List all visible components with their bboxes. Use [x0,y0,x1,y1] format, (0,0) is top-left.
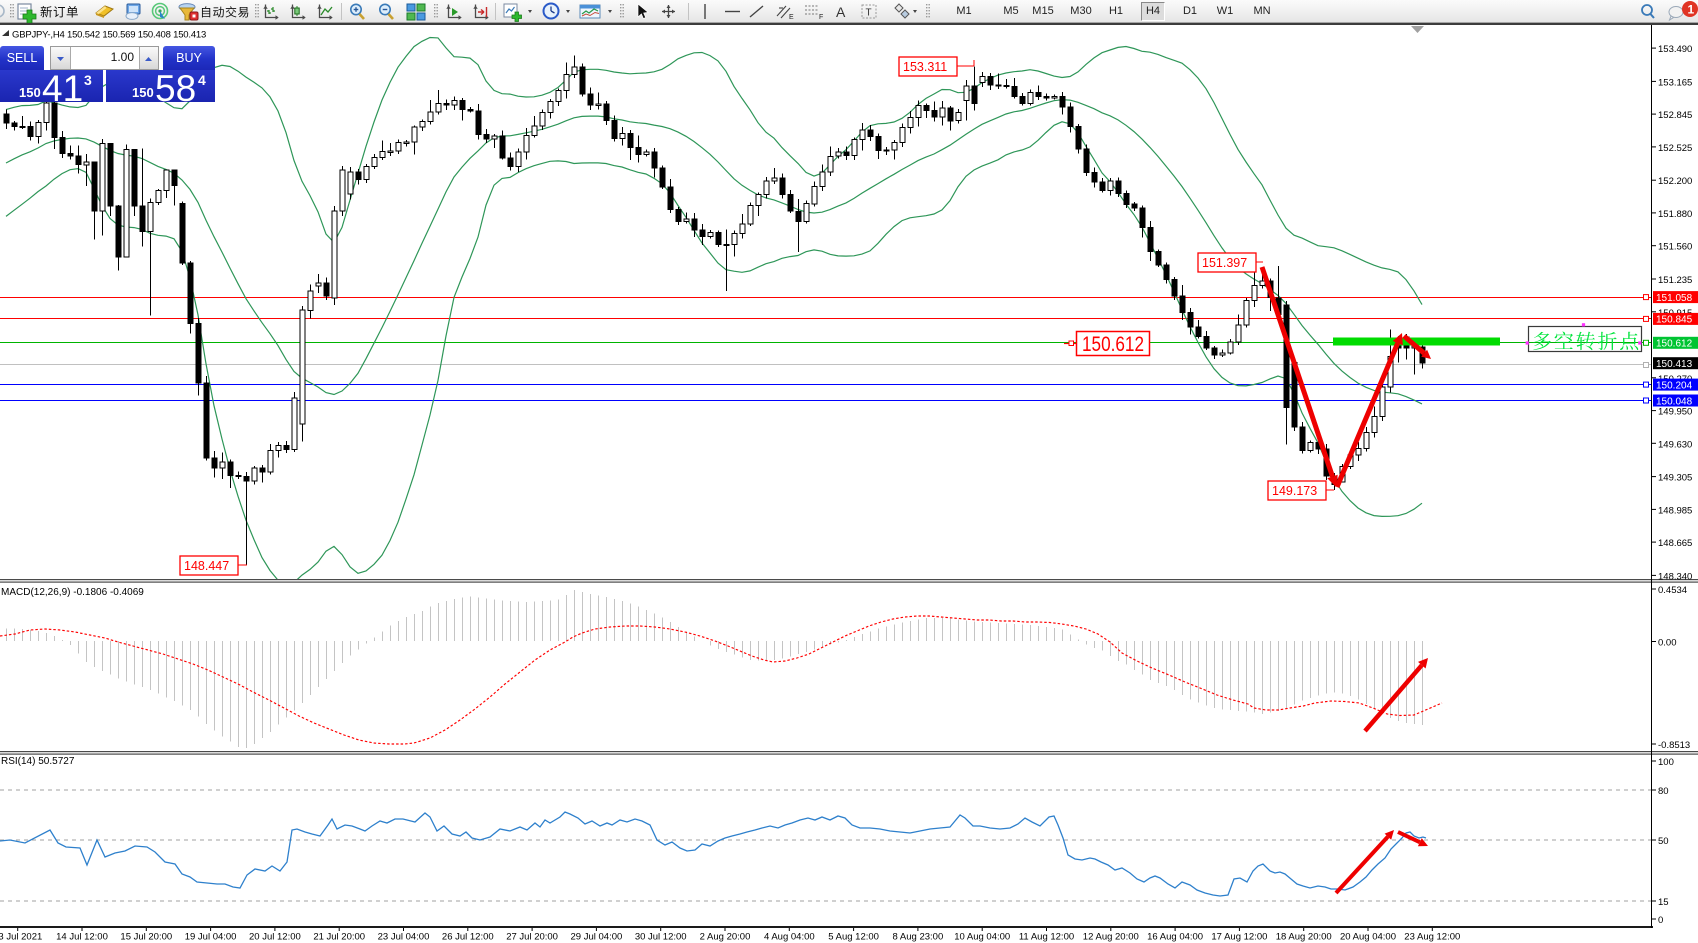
svg-text:152.200: 152.200 [1658,176,1692,187]
svg-text:0.4534: 0.4534 [1658,585,1687,596]
svg-text:12 Aug 20:00: 12 Aug 20:00 [1083,932,1139,943]
svg-text:14 Jul 12:00: 14 Jul 12:00 [56,932,108,943]
svg-text:10 Aug 04:00: 10 Aug 04:00 [954,932,1010,943]
svg-text:149.173: 149.173 [1272,484,1317,498]
svg-text:151.560: 151.560 [1658,242,1692,253]
svg-text:30 Jul 12:00: 30 Jul 12:00 [635,932,687,943]
svg-text:151.397: 151.397 [1202,256,1247,270]
svg-text:152.845: 152.845 [1658,110,1692,121]
svg-text:80: 80 [1658,786,1669,797]
svg-text:F: F [819,14,823,21]
svg-text:23 Aug 12:00: 23 Aug 12:00 [1404,932,1460,943]
svg-text:150.413: 150.413 [1656,359,1693,370]
svg-text:1: 1 [1688,3,1695,17]
svg-text:149.950: 149.950 [1658,407,1692,418]
svg-text:MACD(12,26,9) -0.1806 -0.4069: MACD(12,26,9) -0.1806 -0.4069 [1,587,144,598]
svg-text:0.00: 0.00 [1658,638,1677,649]
svg-text:15: 15 [1658,897,1669,908]
svg-text:GBPJPY-,H4 150.542 150.569 15: GBPJPY-,H4 150.542 150.569 150.408 150.4… [12,30,206,41]
svg-text:21 Jul 20:00: 21 Jul 20:00 [313,932,365,943]
svg-text:149.630: 149.630 [1658,439,1692,450]
svg-text:RSI(14) 50.5727: RSI(14) 50.5727 [1,756,75,767]
svg-text:15 Jul 20:00: 15 Jul 20:00 [120,932,172,943]
svg-text:T: T [866,8,872,19]
svg-text:153.165: 153.165 [1658,77,1692,88]
svg-text:50: 50 [1658,836,1669,847]
svg-text:A: A [836,4,846,20]
svg-text:153.311: 153.311 [903,60,947,74]
svg-text:148.340: 148.340 [1658,571,1692,582]
svg-text:17 Aug 12:00: 17 Aug 12:00 [1211,932,1267,943]
svg-text:29 Jul 04:00: 29 Jul 04:00 [571,932,623,943]
svg-text:13 Jul 2021: 13 Jul 2021 [0,932,42,943]
svg-text:5 Aug 12:00: 5 Aug 12:00 [828,932,879,943]
svg-text:26 Jul 12:00: 26 Jul 12:00 [442,932,494,943]
svg-text:148.447: 148.447 [184,559,229,573]
svg-text:0: 0 [1658,915,1663,926]
svg-text:16 Aug 04:00: 16 Aug 04:00 [1147,932,1203,943]
svg-text:148.665: 148.665 [1658,538,1692,549]
svg-text:150.612: 150.612 [1082,333,1144,356]
svg-text:150.048: 150.048 [1656,396,1693,407]
svg-text:4 Aug 04:00: 4 Aug 04:00 [764,932,815,943]
svg-text:8 Aug 23:00: 8 Aug 23:00 [893,932,944,943]
svg-text:151.235: 151.235 [1658,275,1692,286]
svg-text:150.845: 150.845 [1656,315,1693,326]
svg-text:149.305: 149.305 [1658,473,1692,484]
svg-text:2 Aug 20:00: 2 Aug 20:00 [700,932,751,943]
svg-text:152.525: 152.525 [1658,143,1692,154]
svg-text:19 Jul 04:00: 19 Jul 04:00 [185,932,237,943]
svg-text:23 Jul 04:00: 23 Jul 04:00 [378,932,430,943]
svg-text:20 Aug 04:00: 20 Aug 04:00 [1340,932,1396,943]
svg-text:100: 100 [1658,757,1674,768]
svg-text:150.612: 150.612 [1656,339,1693,350]
svg-text:150.204: 150.204 [1656,380,1693,391]
svg-text:-0.8513: -0.8513 [1658,740,1690,751]
svg-text:27 Jul 20:00: 27 Jul 20:00 [506,932,558,943]
svg-text:E: E [789,14,794,21]
svg-text:151.880: 151.880 [1658,209,1692,220]
svg-text:153.490: 153.490 [1658,44,1692,55]
svg-text:151.058: 151.058 [1656,293,1693,304]
svg-text:18 Aug 20:00: 18 Aug 20:00 [1276,932,1332,943]
svg-text:148.985: 148.985 [1658,505,1692,516]
svg-text:11 Aug 12:00: 11 Aug 12:00 [1019,932,1074,943]
svg-text:20 Jul 12:00: 20 Jul 12:00 [249,932,301,943]
